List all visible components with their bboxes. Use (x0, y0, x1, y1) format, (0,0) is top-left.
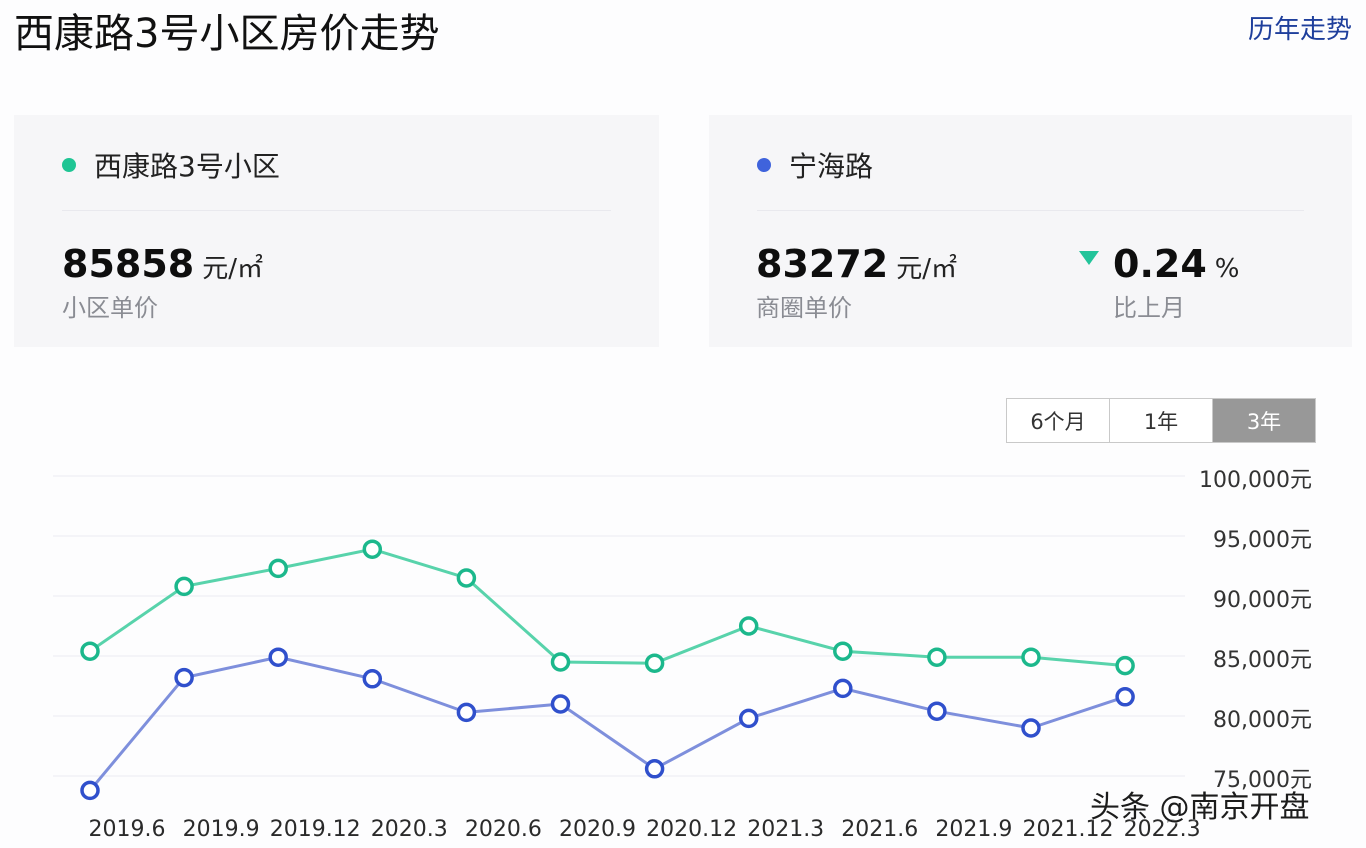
data-point[interactable] (644, 759, 665, 779)
community-name: 西康路3号小区 (94, 150, 280, 183)
data-point[interactable] (738, 616, 759, 636)
y-tick-label: 85,000元 (1213, 648, 1312, 673)
data-point[interactable] (927, 701, 947, 721)
divider (757, 210, 1304, 211)
y-tick-label: 75,000元 (1213, 768, 1312, 793)
data-point[interactable] (1115, 655, 1135, 676)
data-point[interactable] (927, 647, 947, 667)
month-change: 0.24% 比上月 (1079, 242, 1239, 323)
y-axis-ticks: 100,000元 95,000元 90,000元 85,000元 80,000元 75,0… (1199, 468, 1312, 793)
divider (62, 210, 611, 211)
data-point[interactable] (1115, 687, 1135, 707)
price-value: 83272 (756, 242, 889, 286)
x-tick-label: 2019.12 (270, 817, 361, 842)
data-point[interactable] (1021, 718, 1041, 738)
x-tick-label: 2021.3 (747, 817, 824, 842)
data-point[interactable] (174, 576, 194, 597)
series-line-2 (80, 647, 1135, 801)
range-option-1-year[interactable]: 1年 (1110, 399, 1213, 442)
data-point[interactable] (550, 694, 571, 714)
data-point[interactable] (644, 653, 665, 673)
x-tick-label: 2021.9 (935, 817, 1012, 842)
community-price: 85858 元/㎡ 小区单价 (62, 242, 263, 323)
x-tick-label: 2020.6 (465, 817, 542, 842)
community-price-card: 西康路3号小区 85858 元/㎡ 小区单价 (14, 115, 659, 347)
x-tick-label: 2020.9 (559, 817, 636, 842)
data-point[interactable] (268, 558, 288, 579)
data-point[interactable] (456, 702, 477, 723)
price-label: 商圈单价 (756, 294, 852, 322)
data-point[interactable] (456, 568, 477, 588)
y-tick-label: 90,000元 (1213, 588, 1312, 613)
y-tick-label: 80,000元 (1213, 708, 1312, 733)
price-value: 85858 (62, 242, 195, 286)
data-point[interactable] (550, 652, 571, 672)
change-value: 0.24 (1113, 242, 1207, 286)
chart-series (80, 539, 1135, 801)
x-tick-label: 2020.12 (646, 817, 737, 842)
y-tick-label: 100,000元 (1199, 468, 1312, 493)
district-price: 83272 元/㎡ 商圈单价 (756, 242, 957, 323)
series-line-1 (80, 539, 1135, 676)
district-name: 宁海路 (789, 150, 874, 183)
series-dot-icon (62, 158, 76, 172)
price-unit: 元/㎡ (896, 254, 957, 284)
down-triangle-icon (1079, 251, 1099, 265)
data-point[interactable] (174, 667, 194, 688)
card-header: 宁海路 (757, 145, 873, 185)
data-point[interactable] (833, 678, 853, 699)
card-header: 西康路3号小区 (62, 145, 280, 185)
x-tick-label: 2019.9 (183, 817, 260, 842)
chart-gridlines (53, 475, 1185, 777)
data-point[interactable] (80, 780, 100, 801)
x-tick-label: 2019.6 (89, 817, 166, 842)
series-dot-icon (757, 158, 771, 172)
x-tick-label: 2021.6 (841, 817, 918, 842)
price-label: 小区单价 (62, 294, 158, 322)
x-tick-label: 2020.3 (371, 817, 448, 842)
data-point[interactable] (362, 669, 383, 689)
time-range-switch: 6个月 1年 3年 (1006, 398, 1316, 443)
page-title: 西康路3号小区房价走势 (14, 11, 440, 57)
watermark: 头条 @南京开盘 (1090, 790, 1310, 825)
x-tick-label: 2021.12 (1023, 817, 1114, 842)
history-trend-link[interactable]: 历年走势 (1247, 15, 1352, 45)
price-unit: 元/㎡ (202, 254, 263, 284)
data-point[interactable] (362, 539, 383, 559)
y-tick-label: 95,000元 (1213, 528, 1312, 553)
x-tick-label: 2022.3 (1124, 817, 1201, 842)
data-point[interactable] (833, 641, 853, 661)
data-point[interactable] (268, 647, 288, 667)
range-option-6-months[interactable]: 6个月 (1007, 399, 1110, 442)
data-point[interactable] (80, 641, 100, 661)
change-unit: % (1214, 254, 1240, 284)
x-axis-ticks: 2019.6 2019.9 2019.12 2020.3 2020.6 2020.9 202… (89, 817, 1201, 842)
data-point[interactable] (1021, 647, 1041, 667)
range-option-3-years[interactable]: 3年 (1213, 399, 1315, 442)
change-label: 比上月 (1113, 294, 1185, 322)
district-price-card: 宁海路 83272 元/㎡ 商圈单价 0.24% 比上月 (709, 115, 1352, 347)
data-point[interactable] (738, 708, 759, 729)
